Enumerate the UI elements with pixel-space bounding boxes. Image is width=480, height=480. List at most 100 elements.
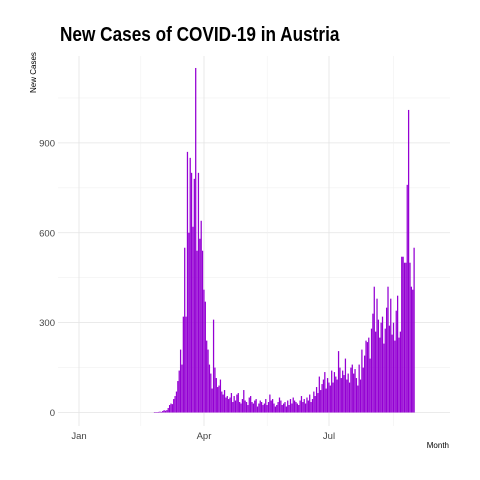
bar (215, 378, 217, 413)
bar (339, 367, 341, 413)
bar (156, 412, 158, 413)
y-axis-ticks: 0 300 600 900 (39, 138, 55, 419)
bar (259, 400, 261, 413)
bar (396, 295, 399, 413)
bar (175, 391, 178, 413)
bar (325, 388, 327, 413)
bar (232, 402, 234, 413)
bar (373, 286, 375, 413)
bar (269, 394, 271, 413)
bar (201, 250, 204, 413)
bar (178, 370, 180, 413)
bar (340, 378, 342, 413)
bar (225, 397, 227, 413)
bar (348, 382, 351, 413)
chart-title: New Cases of COVID-19 in Austria (60, 24, 340, 46)
bar (168, 405, 171, 413)
bar (315, 387, 318, 413)
bar (405, 262, 407, 413)
bar (189, 157, 191, 413)
bar (391, 334, 393, 413)
bar (293, 400, 296, 413)
bar (300, 396, 303, 413)
bar (162, 411, 164, 413)
bar (153, 412, 156, 413)
bar (207, 349, 209, 413)
bar (181, 364, 183, 413)
bar (228, 399, 230, 413)
bar (413, 247, 415, 413)
bar (206, 340, 208, 413)
bar (303, 399, 305, 413)
y-axis-title: New Cases (29, 52, 38, 93)
bar (298, 405, 300, 413)
bar (241, 399, 244, 413)
bar (197, 172, 200, 413)
bar (230, 393, 233, 413)
bar (276, 405, 278, 413)
bar (159, 411, 161, 413)
bar (309, 394, 311, 413)
bar (364, 355, 366, 413)
bar (258, 403, 260, 413)
bar (256, 406, 259, 413)
bar (185, 316, 187, 413)
bar (212, 319, 215, 413)
bar (351, 364, 353, 413)
y-tick-label: 900 (39, 138, 55, 149)
bar (395, 310, 397, 413)
bar (179, 349, 182, 413)
bar (239, 402, 241, 413)
bar (221, 391, 223, 413)
bar (384, 328, 386, 413)
bar (353, 373, 355, 413)
bar (343, 375, 345, 413)
bar (370, 328, 373, 413)
bar (186, 151, 189, 413)
y-tick-label: 600 (39, 228, 55, 239)
bar (344, 358, 347, 413)
bar (271, 399, 274, 413)
bar (306, 397, 308, 413)
bar (331, 370, 333, 413)
bar (368, 337, 370, 413)
bar (217, 387, 219, 413)
bar (234, 400, 237, 413)
bar (321, 384, 323, 413)
bar (410, 286, 412, 413)
bar (292, 397, 294, 413)
bar (362, 367, 364, 413)
bar (174, 396, 176, 413)
bar (322, 379, 325, 413)
bar (214, 367, 216, 413)
bar (265, 399, 267, 413)
bar (252, 403, 255, 413)
bar (403, 262, 406, 413)
bar (277, 402, 279, 413)
bar (196, 250, 198, 413)
bar (254, 400, 256, 413)
bar (314, 396, 316, 413)
bar (166, 410, 168, 413)
bar (313, 391, 315, 413)
bar (208, 364, 211, 413)
bar (160, 411, 162, 413)
bar (182, 316, 184, 413)
bar (190, 172, 193, 413)
bar (350, 367, 352, 413)
bar (243, 390, 245, 413)
bar (310, 402, 312, 413)
bar (262, 405, 264, 413)
bar (251, 402, 253, 413)
bar (284, 402, 286, 413)
bar (318, 376, 320, 413)
bar (237, 393, 239, 413)
bar (184, 247, 186, 413)
bar (392, 322, 395, 413)
bar (402, 256, 404, 413)
bar (270, 400, 272, 413)
bar (335, 376, 337, 413)
bar (326, 378, 329, 413)
x-axis-title: Month (427, 441, 449, 450)
bar (226, 396, 228, 413)
